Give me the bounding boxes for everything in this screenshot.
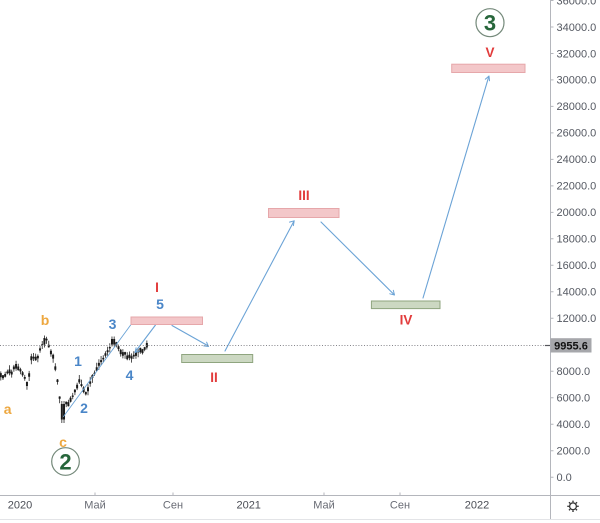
svg-text:V: V (485, 45, 494, 60)
svg-text:2020: 2020 (8, 500, 32, 512)
svg-text:Май: Май (84, 500, 106, 512)
svg-text:Сен: Сен (163, 500, 183, 512)
svg-text:32000.0: 32000.0 (557, 48, 597, 60)
svg-text:I: I (155, 280, 159, 295)
svg-text:IV: IV (400, 313, 413, 328)
svg-text:c: c (59, 434, 67, 450)
svg-text:8000.0: 8000.0 (557, 366, 591, 378)
svg-text:28000.0: 28000.0 (557, 101, 597, 113)
svg-text:4: 4 (126, 367, 134, 383)
svg-text:34000.0: 34000.0 (557, 22, 597, 34)
svg-text:0.0: 0.0 (557, 472, 572, 484)
svg-text:b: b (41, 312, 50, 328)
svg-text:2: 2 (80, 400, 88, 416)
svg-text:2022: 2022 (465, 500, 489, 512)
svg-text:III: III (298, 188, 309, 203)
svg-text:2: 2 (59, 449, 71, 474)
svg-text:30000.0: 30000.0 (557, 75, 597, 87)
svg-text:II: II (210, 370, 218, 385)
svg-text:12000.0: 12000.0 (557, 313, 597, 325)
svg-text:4000.0: 4000.0 (557, 419, 591, 431)
svg-text:16000.0: 16000.0 (557, 260, 597, 272)
svg-text:5: 5 (156, 296, 164, 312)
svg-text:Сен: Сен (390, 500, 410, 512)
svg-text:2000.0: 2000.0 (557, 446, 591, 458)
svg-text:2021: 2021 (236, 500, 260, 512)
svg-text:9955.6: 9955.6 (554, 340, 588, 352)
svg-text:18000.0: 18000.0 (557, 234, 597, 246)
svg-text:3: 3 (109, 316, 117, 332)
svg-text:a: a (4, 401, 12, 417)
svg-text:1: 1 (74, 353, 82, 369)
svg-text:20000.0: 20000.0 (557, 207, 597, 219)
svg-text:6000.0: 6000.0 (557, 393, 591, 405)
svg-text:24000.0: 24000.0 (557, 154, 597, 166)
svg-text:22000.0: 22000.0 (557, 181, 597, 193)
svg-text:3: 3 (484, 11, 496, 36)
svg-text:26000.0: 26000.0 (557, 128, 597, 140)
svg-text:Май: Май (313, 500, 335, 512)
svg-text:14000.0: 14000.0 (557, 287, 597, 299)
svg-text:36000.0: 36000.0 (557, 0, 597, 7)
